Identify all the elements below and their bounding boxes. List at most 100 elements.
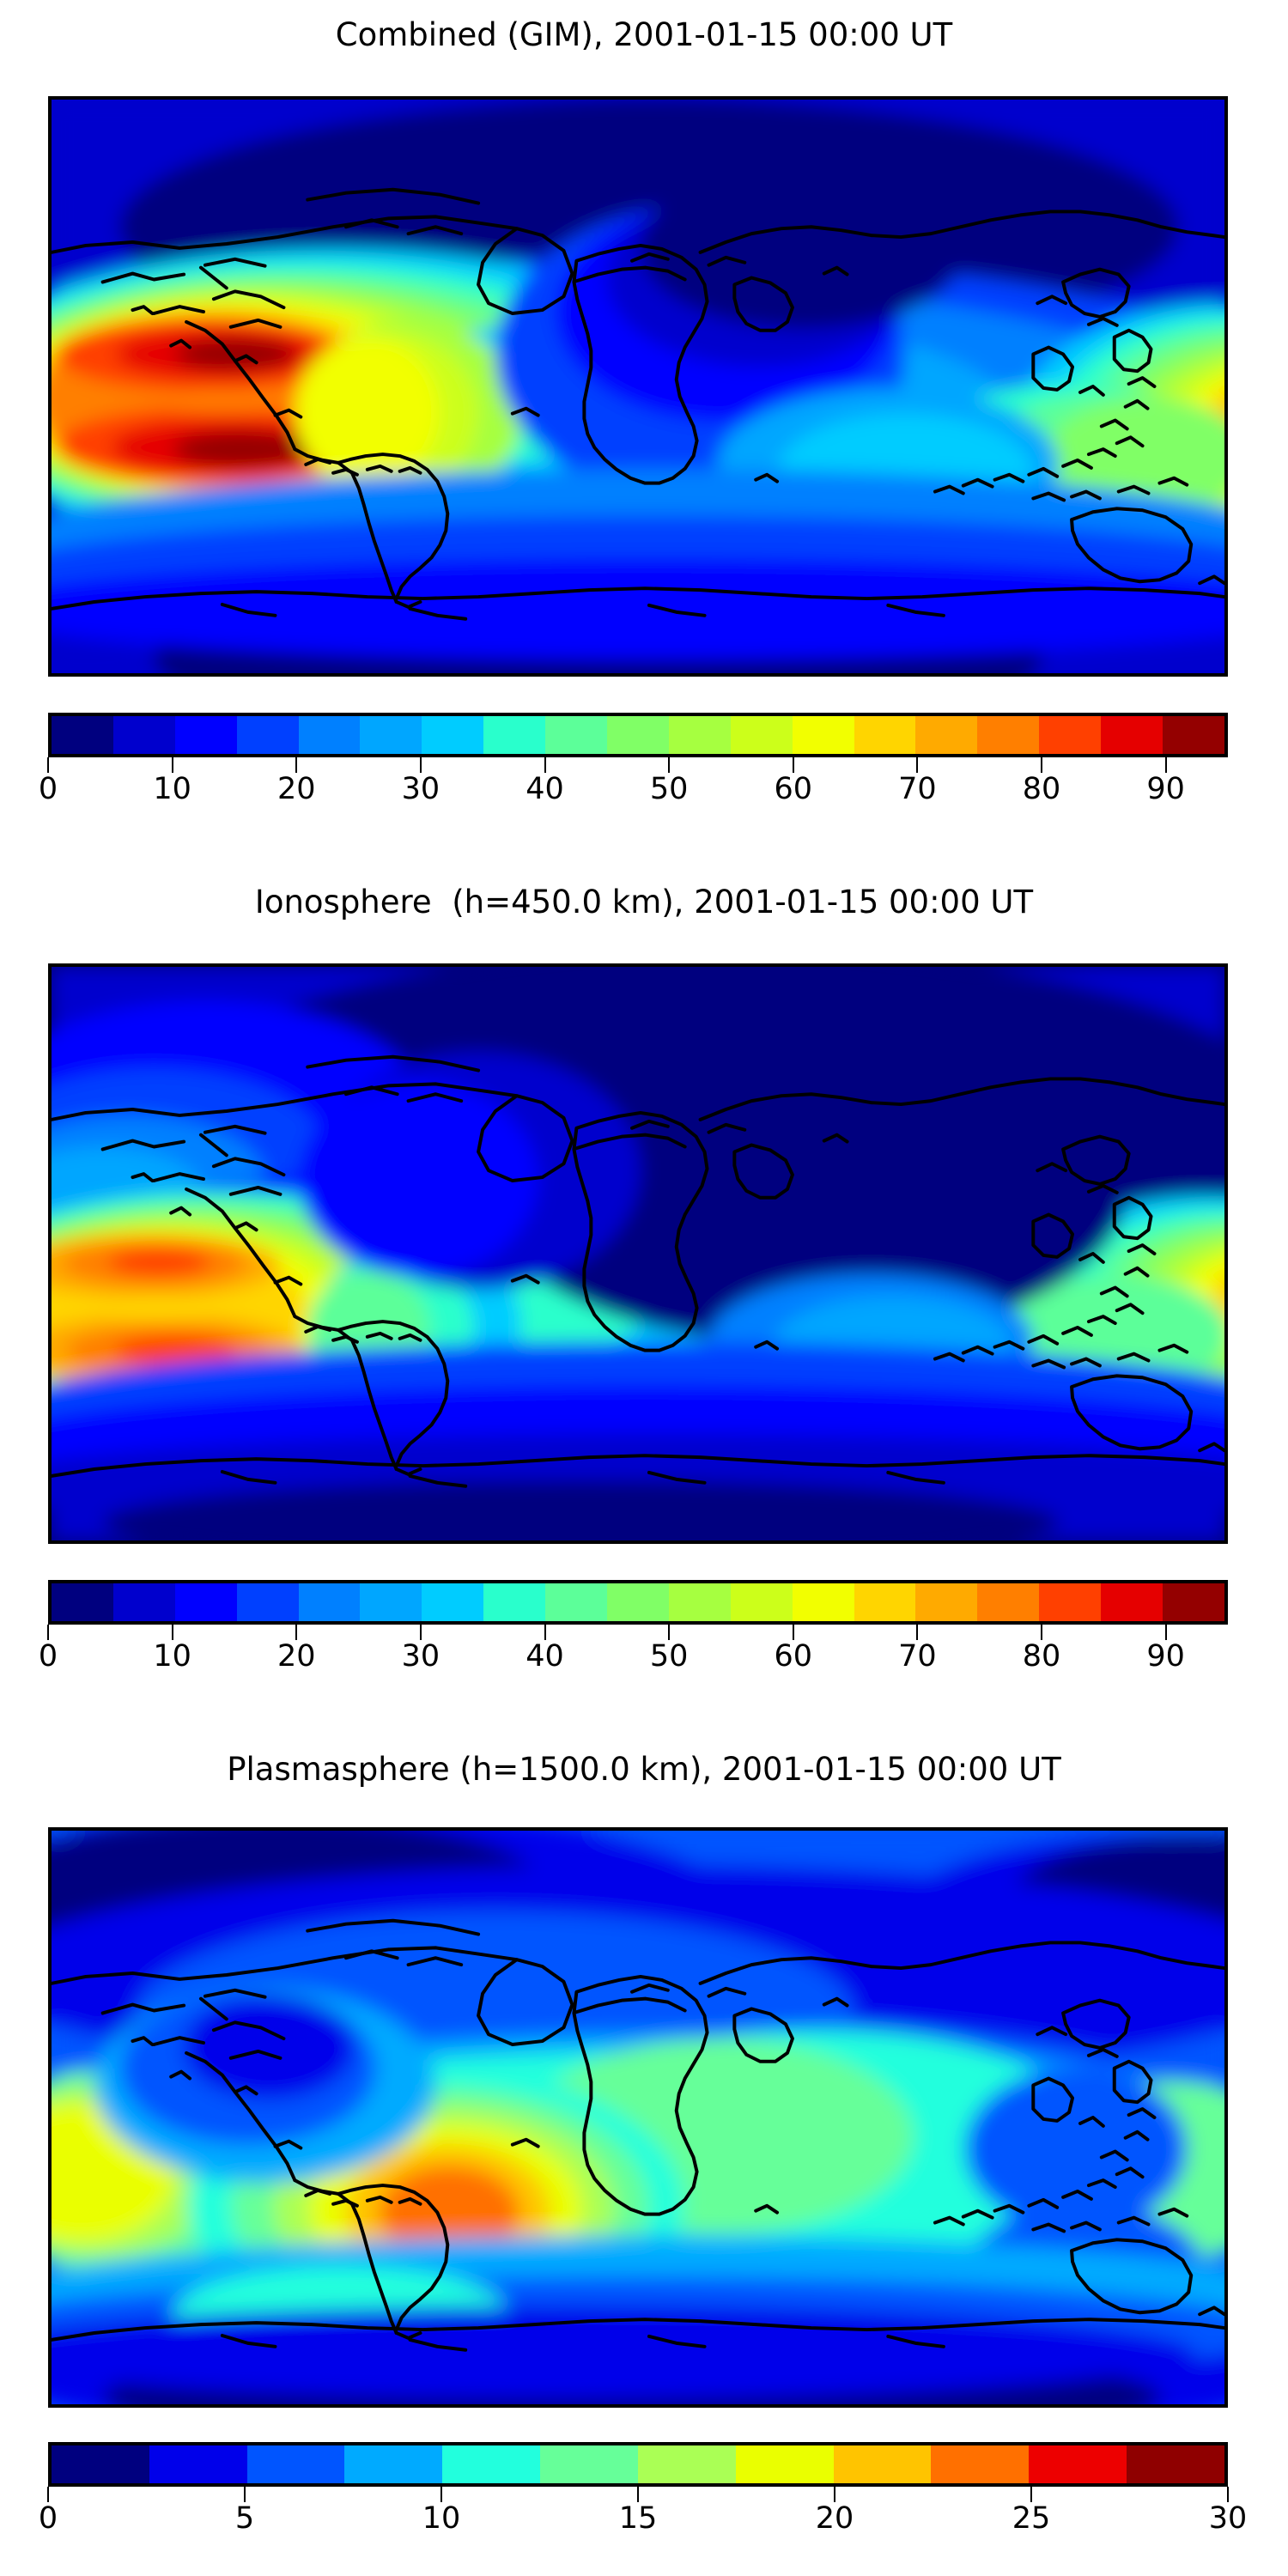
colorbar-tick: [295, 1625, 298, 1640]
colorbar-tick-label: 90: [1146, 1639, 1185, 1674]
colorbar-band: [360, 1583, 422, 1621]
colorbar-tick: [637, 2487, 639, 2502]
colorbar-band: [854, 716, 916, 754]
colorbar-tick: [1041, 757, 1043, 773]
colorbar-band: [52, 1583, 113, 1621]
colorbar-band: [792, 716, 854, 754]
colorbar-tick-label: 70: [898, 1639, 937, 1674]
colorbar-band: [483, 1583, 546, 1621]
colorbar-ticks-combined: [47, 757, 1228, 775]
colorbar-band: [915, 716, 978, 754]
colorbar-band: [1039, 716, 1102, 754]
colorbar-band: [174, 1583, 237, 1621]
colorbar-tick-label: 70: [898, 772, 937, 806]
colorbar-band: [149, 2445, 247, 2483]
colorbar-tick-label: 90: [1146, 772, 1185, 806]
colorbar-tick-label: 0: [38, 772, 58, 806]
colorbar-band: [915, 1583, 978, 1621]
colorbar-tick: [916, 757, 919, 773]
colorbar-band: [545, 716, 608, 754]
coastlines-ionosphere: [52, 1054, 1224, 1488]
colorbar-band: [1127, 2445, 1224, 2483]
colorbar-band: [735, 2445, 834, 2483]
colorbar-tick-label: 50: [649, 1639, 689, 1674]
colorbar-tick: [792, 757, 794, 773]
colorbar-tick: [792, 1625, 794, 1640]
colorbar-tick: [544, 1625, 546, 1640]
colorbar-band: [422, 1583, 484, 1621]
colorbar-ticks-plasmasphere: [47, 2487, 1229, 2504]
colorbar-band: [52, 2445, 149, 2483]
colorbar-tick: [47, 2487, 49, 2502]
colorbar-tick: [916, 1625, 919, 1640]
colorbar-tick-label: 10: [422, 2501, 461, 2536]
panel-title-ionosphere: Ionosphere (h=450.0 km), 2001-01-15 00:0…: [254, 884, 1034, 920]
colorbar-band: [977, 716, 1040, 754]
colorbar-tick-label: 30: [401, 1639, 440, 1674]
colorbar-tick-label: 30: [401, 772, 440, 806]
colorbar-tick: [419, 757, 422, 773]
colorbar-band: [52, 716, 113, 754]
colorbar-tick-label: 0: [38, 2501, 58, 2536]
colorbar-swatches-plasmasphere: [48, 2442, 1228, 2487]
colorbar-band: [483, 716, 546, 754]
colorbar-tick: [47, 757, 49, 773]
panel-title-combined-gim: Combined (GIM), 2001-01-15 00:00 UT: [335, 16, 953, 53]
colorbar-tick: [1041, 1625, 1043, 1640]
colorbar-tick-label: 60: [774, 772, 813, 806]
colorbar-tick: [833, 2487, 835, 2502]
colorbar-band: [607, 716, 669, 754]
colorbar-tick: [47, 1625, 49, 1640]
colorbar-band: [730, 1583, 793, 1621]
colorbar-tick-label: 10: [153, 772, 191, 806]
coastlines-combined: [52, 187, 1224, 621]
colorbar-tick: [295, 757, 298, 773]
colorbar-tick: [419, 1625, 422, 1640]
colorbar-band: [236, 1583, 299, 1621]
colorbar-band: [668, 1583, 731, 1621]
colorbar-band: [1163, 716, 1224, 754]
panel-ionosphere: Ionosphere (h=450.0 km), 2001-01-15 00:0…: [0, 867, 1288, 1735]
colorbar-band: [298, 716, 361, 754]
colorbar-band: [422, 716, 484, 754]
map-ionosphere: [48, 963, 1228, 1544]
colorbar-tick-label: 50: [649, 772, 689, 806]
colorbar-tick-label: 60: [774, 1639, 813, 1674]
colorbar-tick-label: 40: [526, 1639, 564, 1674]
colorbar-band: [730, 716, 793, 754]
map-combined-gim: [48, 96, 1228, 677]
panel-title-plasmasphere: Plasmasphere (h=1500.0 km), 2001-01-15 0…: [227, 1751, 1061, 1788]
colorbar-tick-label: 15: [618, 2501, 658, 2536]
colorbar-tick: [171, 1625, 173, 1640]
colorbar-labels-combined: 0 10 20 30 40 50 60 70 80 90: [39, 772, 1228, 816]
colorbar-band: [236, 716, 299, 754]
colorbar-ticks-ionosphere: [47, 1625, 1228, 1642]
colorbar-band: [545, 1583, 608, 1621]
contour-field-ionosphere: [52, 967, 1224, 1540]
colorbar-tick-label: 20: [276, 772, 316, 806]
colorbar-tick-label: 20: [276, 1639, 316, 1674]
colorbar-band: [360, 716, 422, 754]
colorbar-band: [1039, 1583, 1102, 1621]
colorbar-band: [174, 716, 237, 754]
colorbar-band: [344, 2445, 443, 2483]
colorbar-tick: [440, 2487, 442, 2502]
colorbar-tick-label: 25: [1012, 2501, 1051, 2536]
colorbar-band: [977, 1583, 1040, 1621]
colorbar-swatches-combined: [48, 713, 1228, 757]
coastlines-plasmasphere: [52, 1918, 1224, 2352]
colorbar-band: [112, 1583, 175, 1621]
colorbar-tick: [1227, 2487, 1229, 2502]
colorbar-tick-label: 40: [526, 772, 564, 806]
colorbar-combined-gim: 0 10 20 30 40 50 60 70 80 90: [39, 713, 1228, 816]
colorbar-band: [854, 1583, 916, 1621]
colorbar-band: [1101, 716, 1163, 754]
colorbar-labels-plasmasphere: 0 5 10 15 20 25 30: [39, 2501, 1247, 2545]
colorbar-band: [668, 716, 731, 754]
colorbar-band: [298, 1583, 361, 1621]
colorbar-band: [540, 2445, 638, 2483]
colorbar-tick-label: 30: [1208, 2501, 1248, 2536]
colorbar-band: [442, 2445, 541, 2483]
colorbar-tick: [1030, 2487, 1032, 2502]
